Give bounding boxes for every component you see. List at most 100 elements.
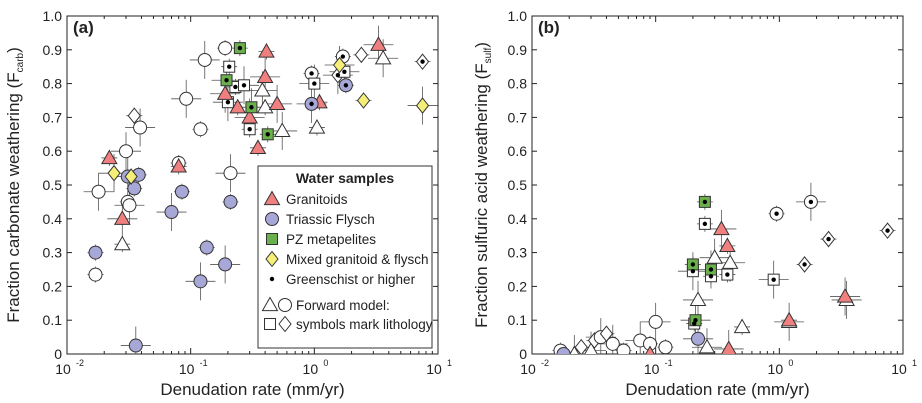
x-tick-label: 10 [179, 361, 195, 377]
forward-model-point [193, 122, 208, 137]
x-tick-label-exponent: 1 [447, 358, 452, 368]
forward-model-point [584, 342, 598, 354]
forward-model-point [256, 98, 274, 114]
greenschist-dot [247, 127, 252, 132]
y-tick-label: 0.8 [43, 76, 63, 92]
x-axis-label: Denudation rate (mm/yr) [160, 380, 344, 399]
forward-model-point [616, 343, 631, 354]
greenschist-dot [708, 274, 714, 279]
forward-model-point [733, 318, 751, 334]
forward-model-point [569, 345, 580, 354]
x-tick-label: 10 [520, 361, 536, 377]
forward-model-point [698, 338, 716, 354]
x-tick-label: 10 [768, 361, 784, 377]
forward-model-point [197, 52, 212, 67]
legend-marker [263, 190, 281, 206]
granitoids-point [719, 237, 736, 252]
greenschist-dot [808, 199, 814, 205]
legend-marker [264, 318, 276, 330]
y-tick-label: 0.9 [43, 42, 63, 58]
granitoids-point [721, 340, 737, 354]
forward-model-point [122, 198, 137, 213]
x-tick-label-exponent: 0 [323, 358, 328, 368]
y-axis-label: Fraction carbonate weathering (Fcarb) [4, 47, 26, 323]
x-tick-label: 10 [644, 361, 660, 377]
legend-model-label: Forward model: [296, 298, 390, 313]
legend-title: Water samples [296, 170, 395, 186]
legend-model-label: symbols mark lithology [296, 317, 433, 332]
mixed-granitoid-flysch-point [107, 164, 121, 182]
triassic-flysch-point [193, 274, 208, 289]
granitoids-point [268, 95, 286, 111]
granitoids-point [241, 108, 259, 124]
forward-model-point [88, 267, 103, 282]
granitoids-point [645, 345, 655, 354]
granitoids-point [780, 311, 798, 327]
greenschist-dot [225, 99, 231, 105]
forward-model-point [113, 235, 131, 251]
panel-label: (b) [538, 18, 560, 37]
legend-marker [265, 212, 279, 226]
mixed-granitoid-flysch-point [415, 97, 430, 114]
y-tick-label: 0.1 [43, 312, 63, 328]
legend-marker [278, 298, 292, 312]
granitoids-point [370, 36, 387, 51]
triassic-flysch-point [223, 194, 238, 209]
greenschist-dot [265, 132, 270, 137]
greenschist-dot [692, 321, 697, 326]
triassic-flysch-point [128, 338, 143, 353]
y-tick-label: 0.1 [508, 312, 528, 328]
x-tick-label: 10 [55, 361, 71, 377]
triassic-flysch-point [88, 245, 103, 260]
legend-label: Greenschist or higher [286, 272, 416, 287]
greenschist-dot [690, 262, 696, 267]
forward-model-point [689, 291, 707, 307]
plot-area [552, 182, 896, 354]
y-tick-label: 0.3 [43, 245, 63, 261]
y-axis-label-main: Fraction carbonate weathering (F [4, 72, 23, 322]
greenschist-dot [237, 45, 243, 51]
x-tick-label-exponent: -2 [76, 358, 84, 368]
greenschist-dot [885, 228, 890, 233]
y-axis-label-tail: ) [4, 47, 23, 53]
greenschist-dot [771, 277, 776, 282]
plot-area [83, 25, 438, 354]
greenschist-dot [224, 78, 229, 83]
forward-model-point [308, 119, 326, 134]
greenschist-dot [343, 83, 349, 88]
forward-model-point [605, 336, 620, 351]
greenschist-dot [708, 267, 714, 272]
y-tick-label: 0.8 [508, 76, 528, 92]
mixed-granitoid-flysch-point [356, 92, 371, 109]
granitoids-point [113, 210, 131, 225]
forward-model-point [374, 49, 392, 65]
greenschist-dot [227, 64, 232, 69]
x-tick-label-exponent: -2 [541, 358, 549, 368]
forward-model-point [273, 122, 291, 138]
greenschist-dot [233, 84, 238, 90]
granitoids-point [249, 139, 267, 154]
greenschist-dot [702, 199, 708, 205]
granitoids-point [836, 288, 854, 303]
y-tick-label: 1.0 [508, 8, 528, 24]
mixed-granitoid-flysch-point [124, 168, 138, 185]
x-axis-label: Denudation rate (mm/yr) [625, 380, 809, 399]
x-tick-label-exponent: -1 [200, 358, 208, 368]
greenschist-dot [826, 236, 831, 242]
y-axis-label-subscript: sulf [483, 48, 494, 64]
legend-label: Mixed granitoid & flysch [286, 252, 429, 267]
greenschist-dot [340, 54, 346, 59]
forward-model-point [91, 184, 106, 199]
forward-model-point [223, 166, 238, 181]
forward-model-point [127, 107, 141, 125]
y-tick-label: 1.0 [43, 8, 63, 24]
greenschist-dot [725, 272, 730, 277]
greenschist-dot [241, 83, 247, 88]
panel-label: (a) [73, 18, 94, 37]
legend-label: Triassic Flysch [286, 212, 375, 227]
triassic-flysch-point [174, 184, 189, 199]
forward-model-point [706, 249, 724, 264]
y-axis-label-subscript: carb [15, 52, 26, 72]
y-tick-label: 0.7 [508, 109, 528, 125]
